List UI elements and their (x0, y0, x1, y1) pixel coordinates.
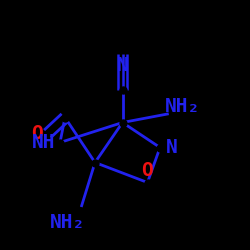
Text: N: N (166, 138, 178, 157)
Text: N: N (116, 56, 128, 75)
Text: NH: NH (32, 133, 55, 152)
Text: NH₂: NH₂ (50, 213, 85, 232)
Text: O: O (142, 161, 154, 180)
Text: NH₂: NH₂ (165, 97, 200, 116)
Text: O: O (31, 124, 42, 143)
